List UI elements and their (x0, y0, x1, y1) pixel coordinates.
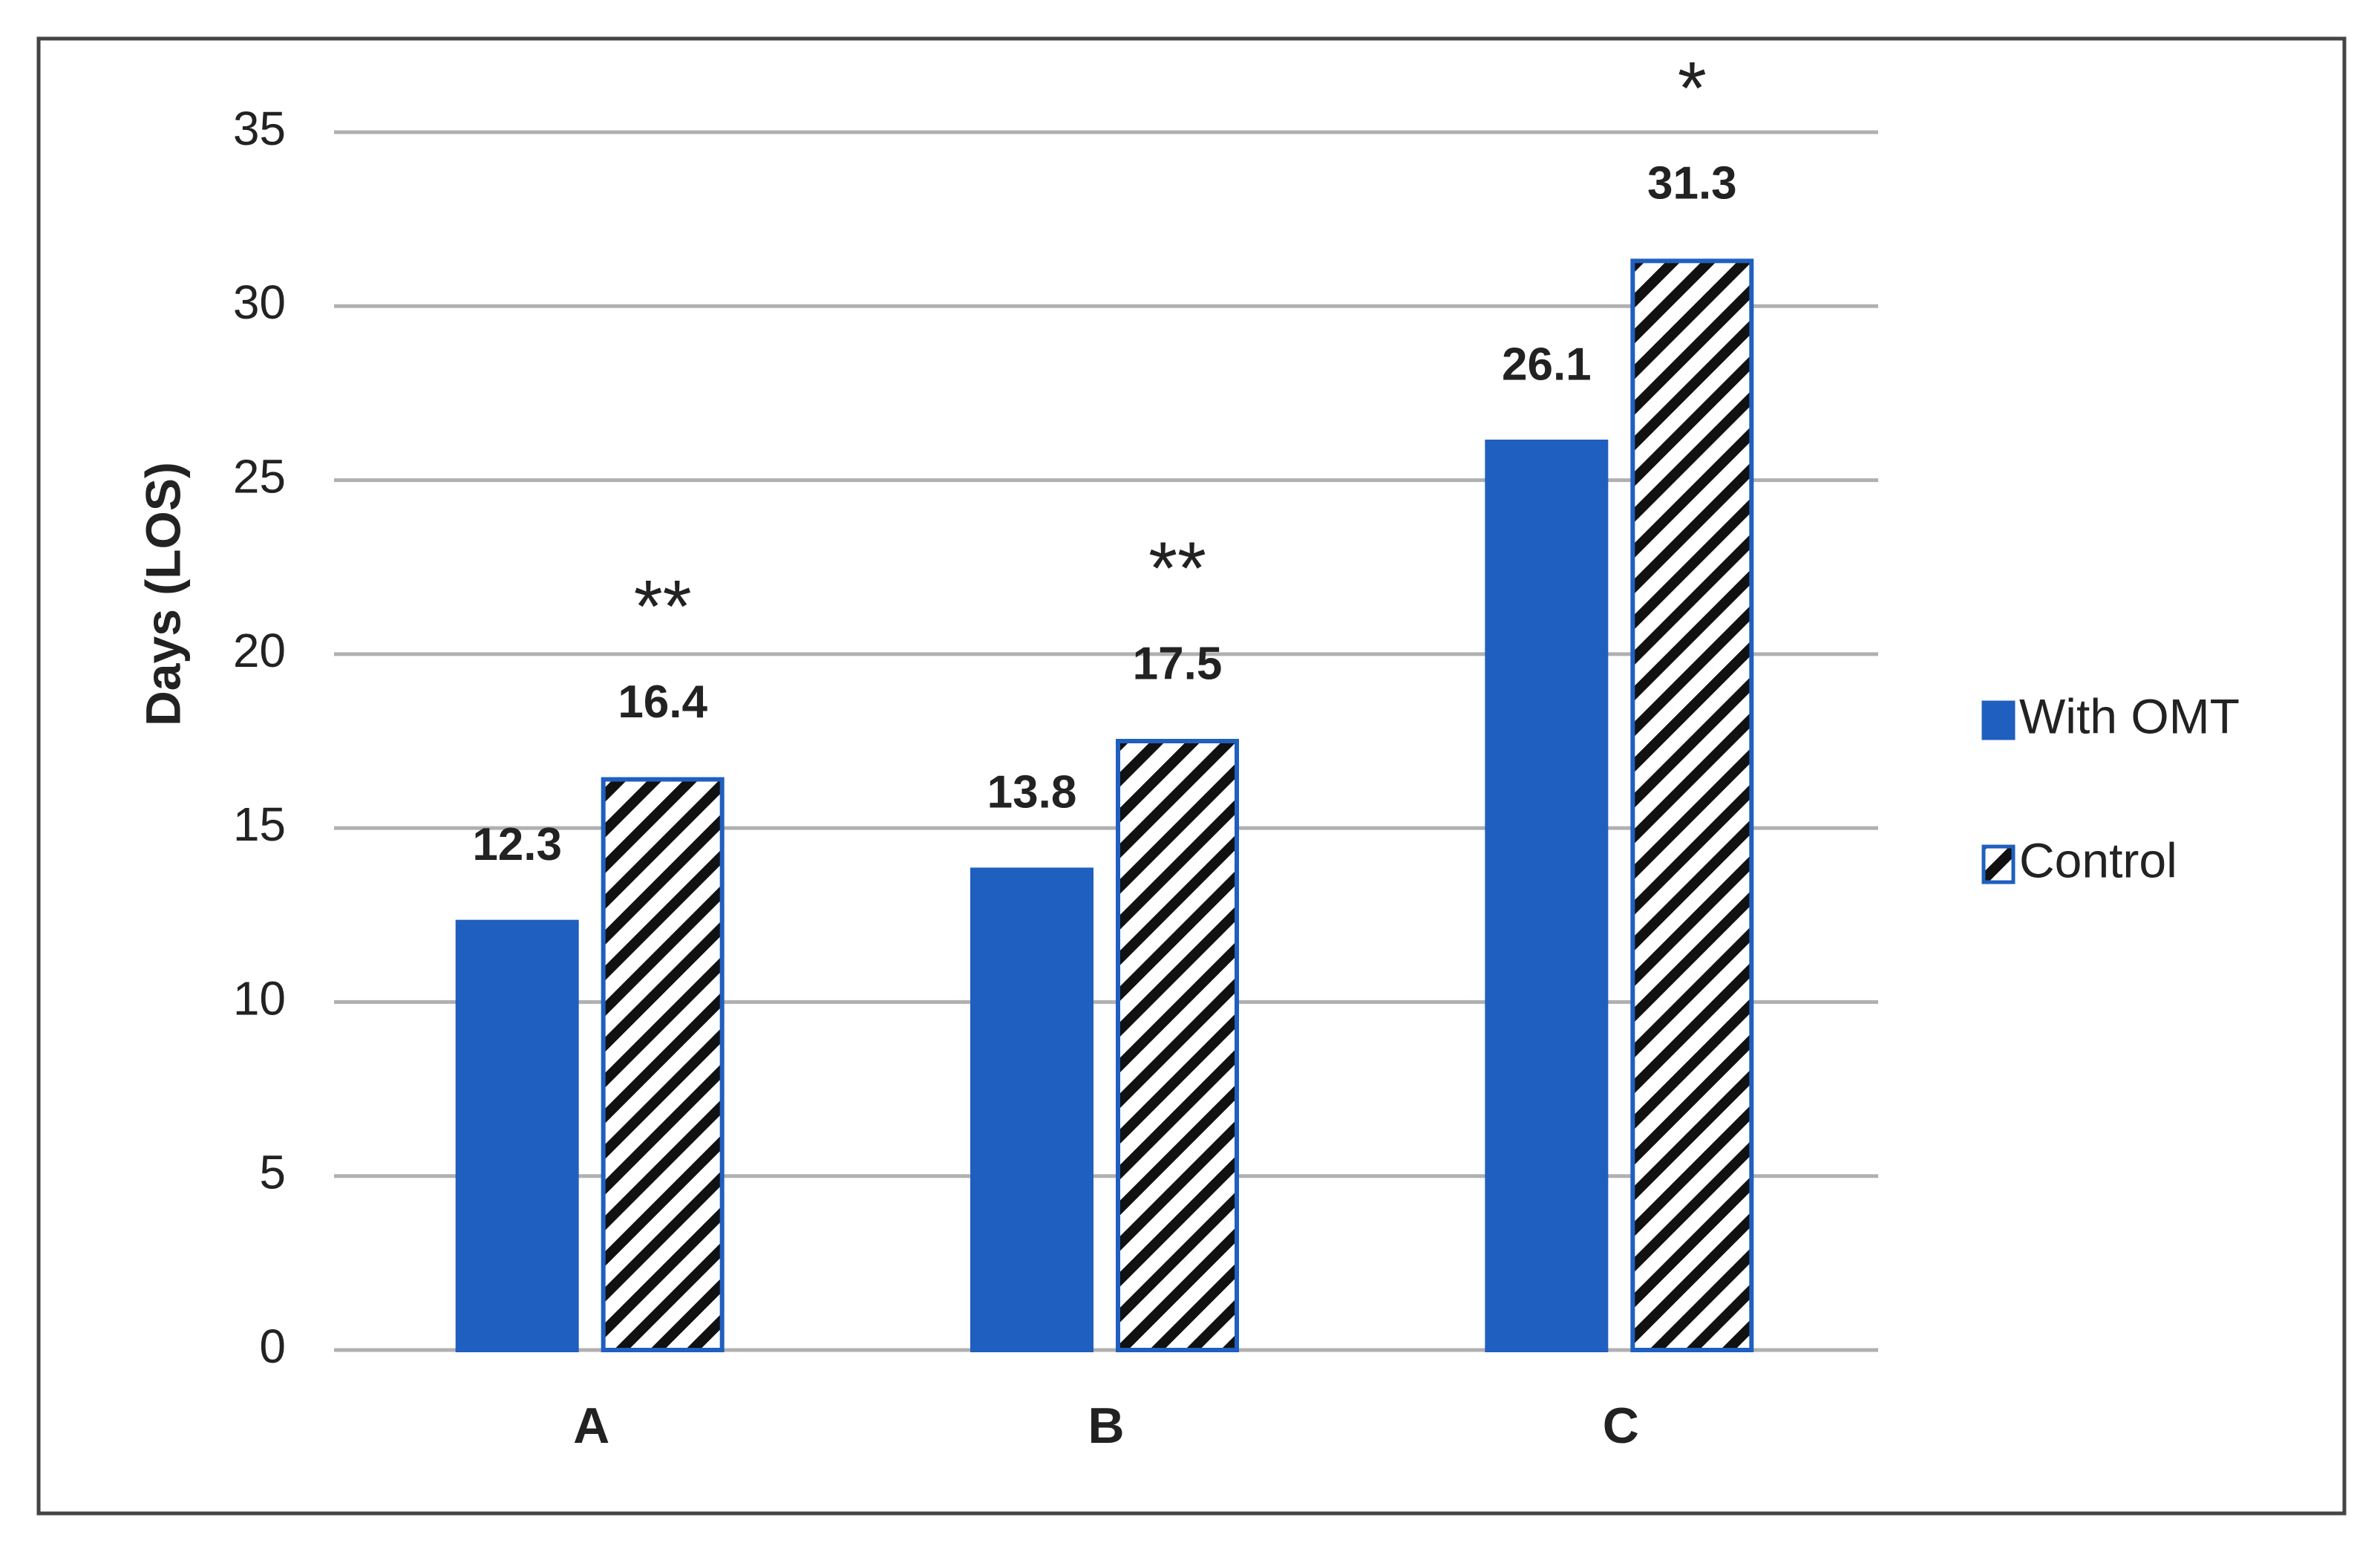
bar (601, 777, 725, 1352)
data-label: 16.4 (618, 676, 707, 728)
y-tick-label: 0 (259, 1320, 286, 1373)
x-tick-label: A (573, 1398, 609, 1454)
data-label: 12.3 (472, 819, 562, 870)
y-tick-label: 30 (233, 275, 286, 329)
y-tick-label: 35 (233, 102, 286, 155)
y-tick-label: 20 (233, 624, 286, 677)
bar (455, 919, 579, 1352)
y-tick-label: 25 (233, 449, 286, 503)
legend-swatch (1981, 844, 2016, 884)
data-label: 31.3 (1647, 158, 1737, 209)
y-tick-label: 10 (233, 971, 286, 1025)
legend-swatch (1981, 700, 2016, 740)
x-tick-label: C (1603, 1398, 1639, 1454)
y-axis-title: Days (LOS) (135, 462, 190, 726)
bar (1116, 739, 1239, 1352)
data-label: 13.8 (987, 767, 1077, 818)
legend-label: Control (2019, 832, 2177, 887)
significance-mark: * (1678, 47, 1707, 130)
x-tick-label: B (1088, 1398, 1124, 1454)
significance-mark: ** (634, 565, 692, 648)
bar (1630, 258, 1754, 1352)
bar (1485, 440, 1609, 1352)
legend-label: With OMT (2019, 688, 2240, 743)
significance-mark: ** (1148, 526, 1206, 610)
data-label: 26.1 (1502, 339, 1592, 390)
y-tick-label: 5 (259, 1146, 286, 1199)
data-label: 17.5 (1133, 638, 1223, 689)
bar (970, 867, 1093, 1353)
y-tick-label: 15 (233, 798, 286, 851)
